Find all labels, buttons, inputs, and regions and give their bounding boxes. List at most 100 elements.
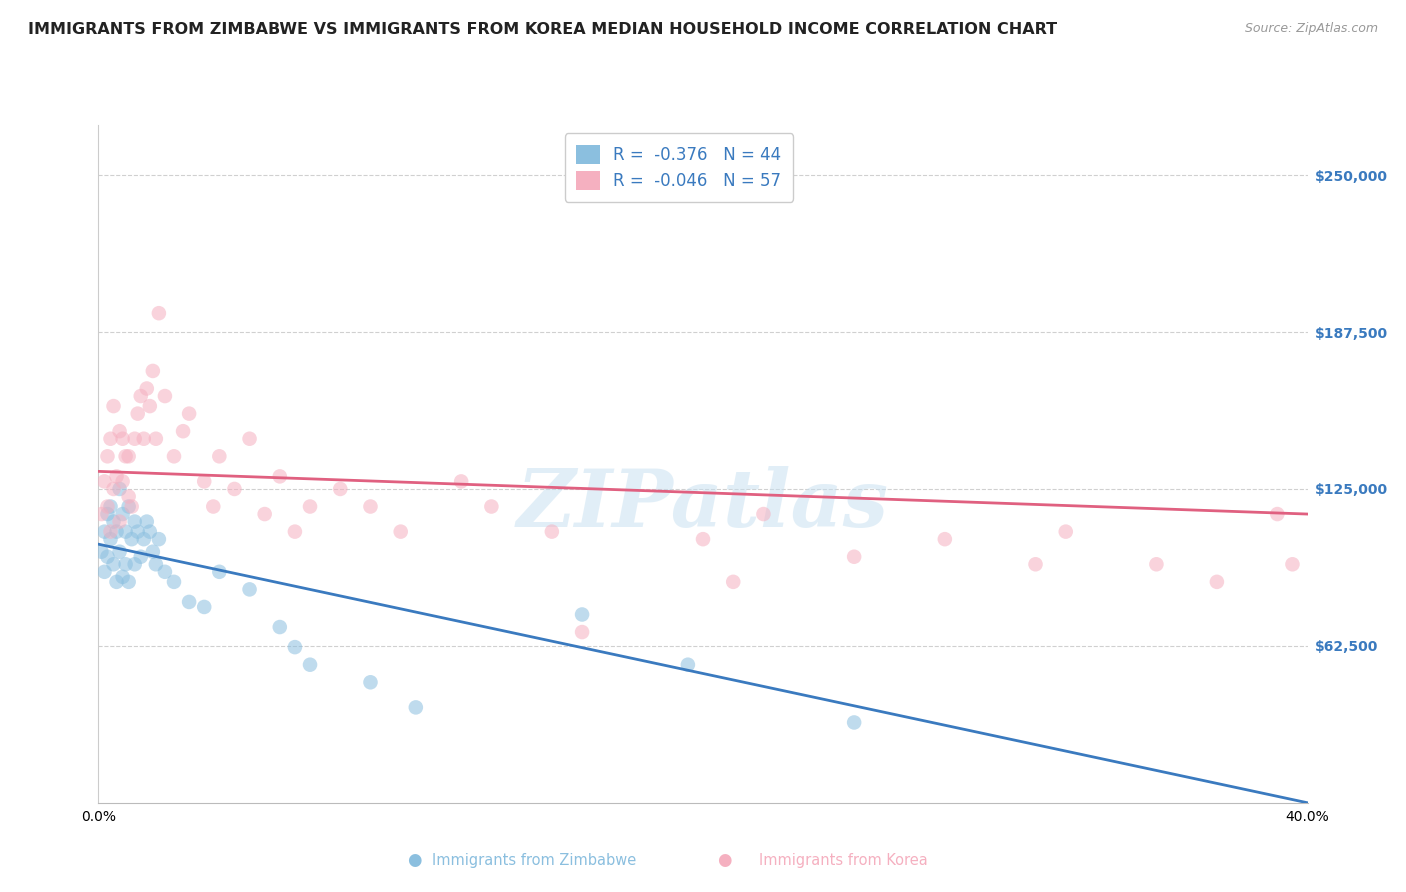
Point — [90, 545, 112, 559]
Point — [96, 507, 118, 521]
Point — [96, 450, 118, 464]
Point — [127, 407, 149, 421]
Point — [118, 450, 141, 464]
Point — [124, 515, 146, 529]
Point — [145, 558, 167, 572]
Point — [148, 532, 170, 546]
Point — [129, 389, 152, 403]
Point — [142, 545, 165, 559]
Point — [299, 500, 322, 514]
Point — [540, 524, 562, 539]
Point — [93, 475, 115, 489]
Point — [129, 549, 152, 564]
Point — [676, 657, 699, 672]
Point — [153, 389, 176, 403]
Point — [111, 475, 134, 489]
Point — [124, 432, 146, 446]
Point — [100, 500, 122, 514]
Point — [121, 532, 143, 546]
Point — [253, 507, 276, 521]
Point — [284, 524, 307, 539]
Point — [450, 475, 472, 489]
Point — [360, 675, 382, 690]
Point — [103, 558, 125, 572]
Point — [571, 625, 593, 640]
Point — [723, 574, 745, 589]
Point — [172, 424, 194, 438]
Point — [90, 507, 112, 521]
Point — [118, 490, 141, 504]
Point — [127, 524, 149, 539]
Point — [118, 500, 141, 514]
Point — [208, 565, 231, 579]
Point — [239, 582, 262, 597]
Text: IMMIGRANTS FROM ZIMBABWE VS IMMIGRANTS FROM KOREA MEDIAN HOUSEHOLD INCOME CORREL: IMMIGRANTS FROM ZIMBABWE VS IMMIGRANTS F… — [28, 22, 1057, 37]
Point — [481, 500, 503, 514]
Text: ZIPatlas: ZIPatlas — [517, 466, 889, 543]
Point — [118, 574, 141, 589]
Point — [360, 500, 382, 514]
Point — [1267, 507, 1289, 521]
Point — [1281, 558, 1303, 572]
Point — [1054, 524, 1077, 539]
Point — [108, 424, 131, 438]
Point — [145, 432, 167, 446]
Point — [142, 364, 165, 378]
Text: Source: ZipAtlas.com: Source: ZipAtlas.com — [1244, 22, 1378, 36]
Point — [148, 306, 170, 320]
Point — [329, 482, 352, 496]
Point — [844, 549, 866, 564]
Point — [103, 515, 125, 529]
Point — [132, 432, 155, 446]
Point — [114, 450, 136, 464]
Point — [111, 432, 134, 446]
Point — [93, 524, 115, 539]
Point — [163, 574, 186, 589]
Point — [1024, 558, 1046, 572]
Point — [124, 558, 146, 572]
Point — [108, 545, 131, 559]
Point — [114, 558, 136, 572]
Point — [1206, 574, 1229, 589]
Point — [105, 469, 128, 483]
Point — [179, 595, 201, 609]
Point — [193, 599, 215, 614]
Point — [139, 399, 162, 413]
Point — [752, 507, 775, 521]
Point — [111, 507, 134, 521]
Point — [208, 450, 231, 464]
Point — [844, 715, 866, 730]
Point — [96, 549, 118, 564]
Point — [100, 532, 122, 546]
Point — [224, 482, 246, 496]
Legend: R =  -0.376   N = 44, R =  -0.046   N = 57: R = -0.376 N = 44, R = -0.046 N = 57 — [565, 133, 793, 202]
Text: Immigrants from Zimbabwe: Immigrants from Zimbabwe — [432, 854, 637, 868]
Point — [105, 524, 128, 539]
Point — [284, 640, 307, 654]
Point — [103, 399, 125, 413]
Point — [100, 524, 122, 539]
Text: ●: ● — [717, 851, 731, 869]
Point — [93, 565, 115, 579]
Point — [135, 382, 157, 396]
Point — [114, 524, 136, 539]
Point — [163, 450, 186, 464]
Point — [132, 532, 155, 546]
Point — [405, 700, 427, 714]
Point — [105, 574, 128, 589]
Point — [179, 407, 201, 421]
Point — [571, 607, 593, 622]
Point — [96, 500, 118, 514]
Point — [269, 620, 291, 634]
Point — [269, 469, 291, 483]
Point — [692, 532, 714, 546]
Text: Immigrants from Korea: Immigrants from Korea — [759, 854, 928, 868]
Point — [108, 515, 131, 529]
Point — [108, 482, 131, 496]
Point — [153, 565, 176, 579]
Point — [103, 482, 125, 496]
Point — [299, 657, 322, 672]
Point — [121, 500, 143, 514]
Point — [389, 524, 412, 539]
Point — [100, 432, 122, 446]
